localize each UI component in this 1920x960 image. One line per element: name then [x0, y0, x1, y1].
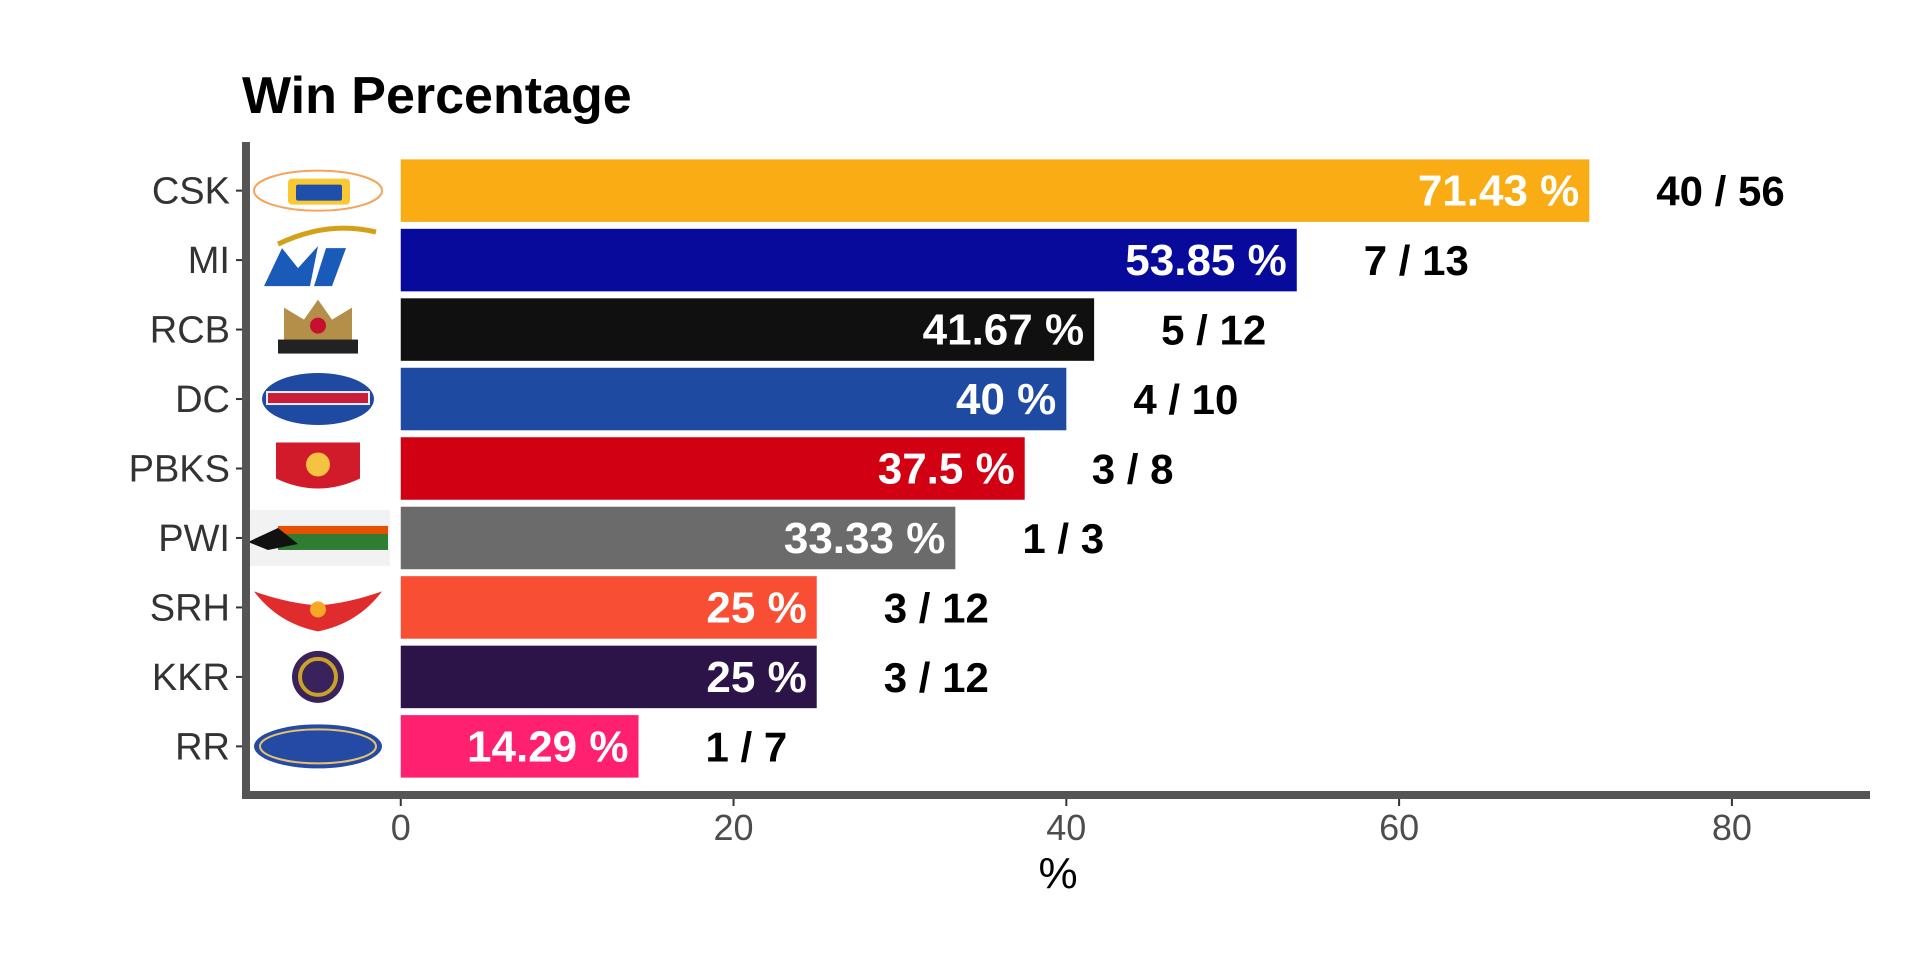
value-label: 25 %	[706, 653, 806, 702]
x-tick-label: 20	[714, 807, 754, 848]
category-label: RCB	[150, 310, 230, 352]
value-label: 40 %	[956, 375, 1056, 424]
pbks-logo	[276, 442, 360, 489]
chart-title: Win Percentage	[242, 67, 632, 125]
category-label: SRH	[150, 587, 230, 629]
bar-kkr	[400, 645, 817, 709]
bar-dc	[400, 367, 1067, 431]
value-label: 25 %	[706, 583, 806, 632]
category-label: MI	[188, 240, 230, 282]
category-label: DC	[175, 379, 230, 421]
value-labels: 71.43 % 53.85 % 41.67 % 40 % 37.5 % 33.33 % 25…	[467, 167, 1579, 772]
value-label: 41.67 %	[923, 306, 1084, 355]
srh-logo	[254, 591, 382, 632]
record-label: 7 / 13	[1364, 237, 1469, 284]
record-label: 3 / 8	[1092, 446, 1174, 493]
value-label: 37.5 %	[878, 445, 1015, 494]
category-label: CSK	[152, 171, 230, 213]
bar-mi	[400, 228, 1297, 292]
csk-logo	[253, 169, 383, 212]
value-label: 14.29 %	[467, 722, 628, 771]
record-label: 3 / 12	[884, 654, 989, 701]
record-label: 4 / 10	[1133, 376, 1238, 423]
rr-logo	[254, 724, 382, 769]
bar-srh	[400, 576, 817, 639]
category-labels: CSK MI RCB DC PBKS PWI SRH KKR RR	[129, 171, 242, 768]
value-label: 33.33 %	[784, 514, 945, 563]
bar-rcb	[400, 298, 1095, 361]
category-label: PWI	[158, 518, 230, 560]
category-label: PBKS	[129, 449, 230, 491]
x-tick-label: 40	[1046, 807, 1086, 848]
record-label: 3 / 12	[884, 584, 989, 631]
bar-pwi	[400, 506, 956, 570]
pwi-logo	[246, 509, 390, 566]
value-label: 53.85 %	[1125, 236, 1286, 285]
x-tick-label: 0	[391, 807, 411, 848]
x-tick-label: 80	[1712, 807, 1752, 848]
record-labels: 40 / 56 7 / 13 5 / 12 4 / 10 3 / 8 1 / 3 3 / 1…	[706, 168, 1785, 771]
record-label: 40 / 56	[1656, 168, 1784, 215]
category-label: RR	[175, 726, 230, 768]
record-label: 1 / 3	[1022, 515, 1104, 562]
bar-rr	[400, 715, 639, 778]
bars	[400, 159, 1590, 778]
x-axis-ticks: 0 20 40 60 80	[391, 799, 1752, 848]
bar-csk	[400, 159, 1590, 222]
kkr-logo	[292, 650, 344, 703]
x-tick-label: 60	[1379, 807, 1419, 848]
x-axis-title: %	[1038, 849, 1077, 898]
category-label: KKR	[152, 657, 230, 699]
record-label: 1 / 7	[706, 723, 788, 770]
rcb-logo	[278, 299, 358, 354]
dc-logo	[262, 373, 374, 426]
value-label: 71.43 %	[1418, 167, 1579, 216]
team-logos	[246, 169, 390, 769]
mi-logo	[264, 225, 377, 287]
bar-pbks	[400, 437, 1025, 500]
record-label: 5 / 12	[1161, 307, 1266, 354]
